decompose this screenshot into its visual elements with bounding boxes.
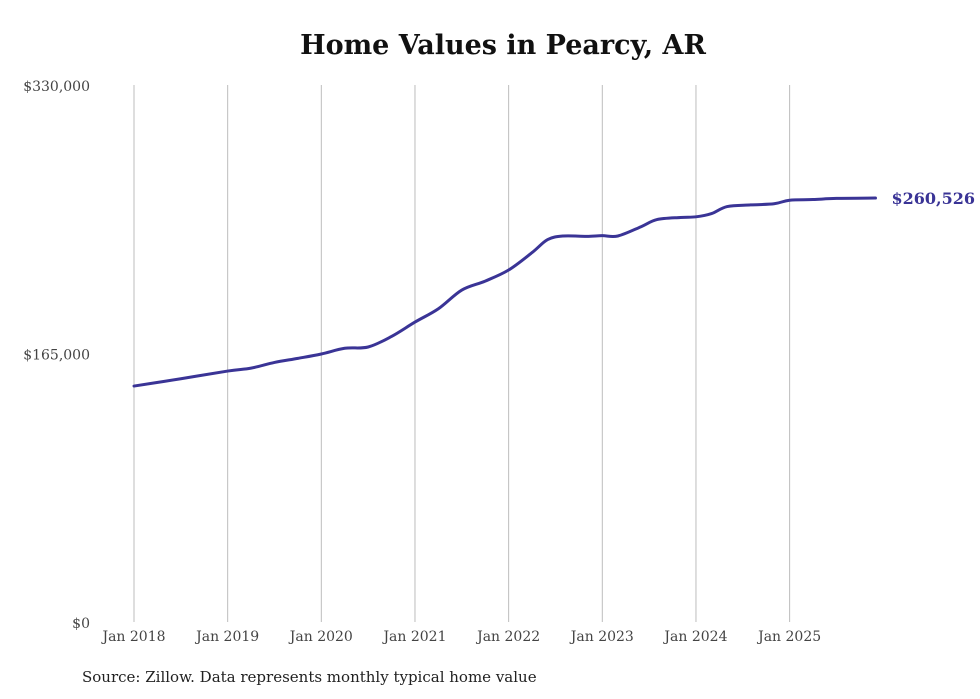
chart-title: Home Values in Pearcy, AR — [300, 30, 706, 61]
y-tick-label: $165,000 — [23, 348, 90, 364]
y-tick-label: $330,000 — [23, 79, 90, 95]
source-note: Source: Zillow. Data represents monthly … — [82, 668, 537, 686]
x-tick-label: Jan 2019 — [194, 629, 259, 645]
x-tick-label: Jan 2022 — [475, 629, 540, 645]
x-tick-label: Jan 2024 — [662, 629, 727, 645]
x-tick-label: Jan 2020 — [288, 629, 353, 645]
series-line-home-value — [132, 196, 877, 388]
x-tick-label: Jan 2025 — [756, 629, 821, 645]
x-tick-label: Jan 2021 — [381, 629, 446, 645]
end-value-label: $260,526 — [891, 189, 975, 208]
x-tick-label: Jan 2018 — [100, 629, 165, 645]
x-tick-label: Jan 2023 — [569, 629, 634, 645]
y-tick-label: $0 — [72, 616, 90, 632]
